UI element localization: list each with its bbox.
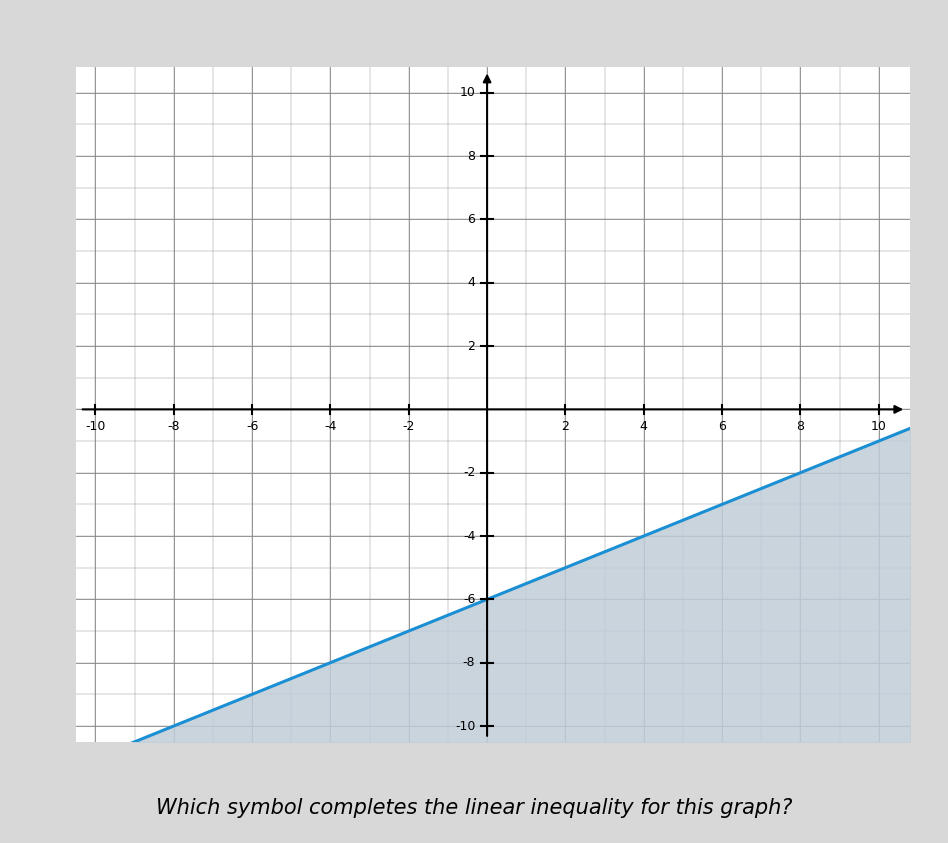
Text: -2: -2 <box>403 421 415 433</box>
Text: 6: 6 <box>719 421 726 433</box>
Text: -4: -4 <box>324 421 337 433</box>
Text: -2: -2 <box>463 466 475 479</box>
Text: 10: 10 <box>871 421 886 433</box>
Text: Which symbol completes the linear inequality for this graph?: Which symbol completes the linear inequa… <box>155 797 793 818</box>
Text: 2: 2 <box>467 340 475 352</box>
Text: -8: -8 <box>168 421 180 433</box>
Text: 8: 8 <box>796 421 805 433</box>
Text: 6: 6 <box>467 213 475 226</box>
Text: 4: 4 <box>640 421 647 433</box>
Text: 4: 4 <box>467 277 475 289</box>
Text: -8: -8 <box>463 656 475 669</box>
Text: -10: -10 <box>85 421 105 433</box>
Text: 10: 10 <box>460 86 475 99</box>
Text: -6: -6 <box>246 421 258 433</box>
Text: 2: 2 <box>561 421 570 433</box>
Text: -6: -6 <box>463 593 475 606</box>
Text: -10: -10 <box>455 720 475 733</box>
Text: 8: 8 <box>467 149 475 163</box>
Text: -4: -4 <box>463 529 475 543</box>
